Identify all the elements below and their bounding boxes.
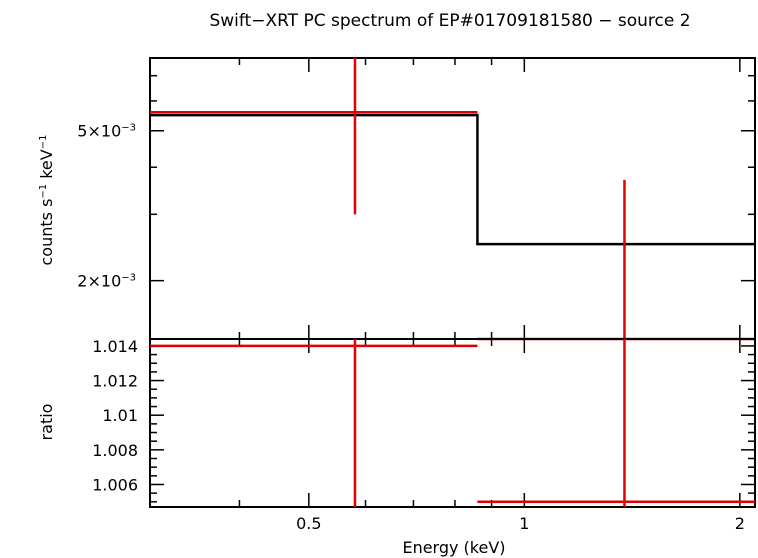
ratio-panel: 0.5 1 2 1.006 1.008 1.01 1.012 1.014 — [92, 337, 756, 533]
x-tick-label: 2 — [735, 514, 745, 533]
y-tick-label: 1.006 — [92, 475, 138, 494]
spectrum-panel: 5×10−32×10−3 — [77, 57, 756, 341]
y-tick-label-mantissa: 5×10 — [77, 122, 121, 141]
ratio-y-axis-label: ratio — [37, 404, 56, 441]
ylabel-kev-text: keV — [37, 149, 56, 184]
y-tick-label-exponent: −3 — [121, 123, 136, 134]
y-tick-label: 1.014 — [92, 337, 138, 356]
x-tick-label: 1 — [519, 514, 529, 533]
chart-title: Swift−XRT PC spectrum of EP#01709181580 … — [209, 11, 690, 31]
y-tick-label: 5×10−3 — [77, 122, 136, 141]
model-step-line — [150, 113, 755, 246]
y-tick-label: 1.012 — [92, 372, 138, 391]
spectrum-frame — [149, 57, 756, 340]
y-tick-label: 1.01 — [102, 406, 138, 425]
y-tick-label: 2×10−3 — [77, 272, 136, 291]
ylabel-exponent-1: −1 — [38, 184, 49, 199]
ratio-frame — [149, 338, 756, 508]
x-axis-label: Energy (keV) — [402, 538, 505, 557]
ylabel-counts-text: counts s — [37, 199, 56, 266]
y-tick-label-exponent: −3 — [121, 273, 136, 284]
y-tick-label-mantissa: 2×10 — [77, 272, 121, 291]
ylabel-exponent-2: −1 — [38, 135, 49, 150]
y-tick-label: 1.008 — [92, 441, 138, 460]
spectrum-y-axis-label: counts s−1 keV−1 — [37, 135, 56, 266]
x-tick-label: 0.5 — [296, 514, 321, 533]
